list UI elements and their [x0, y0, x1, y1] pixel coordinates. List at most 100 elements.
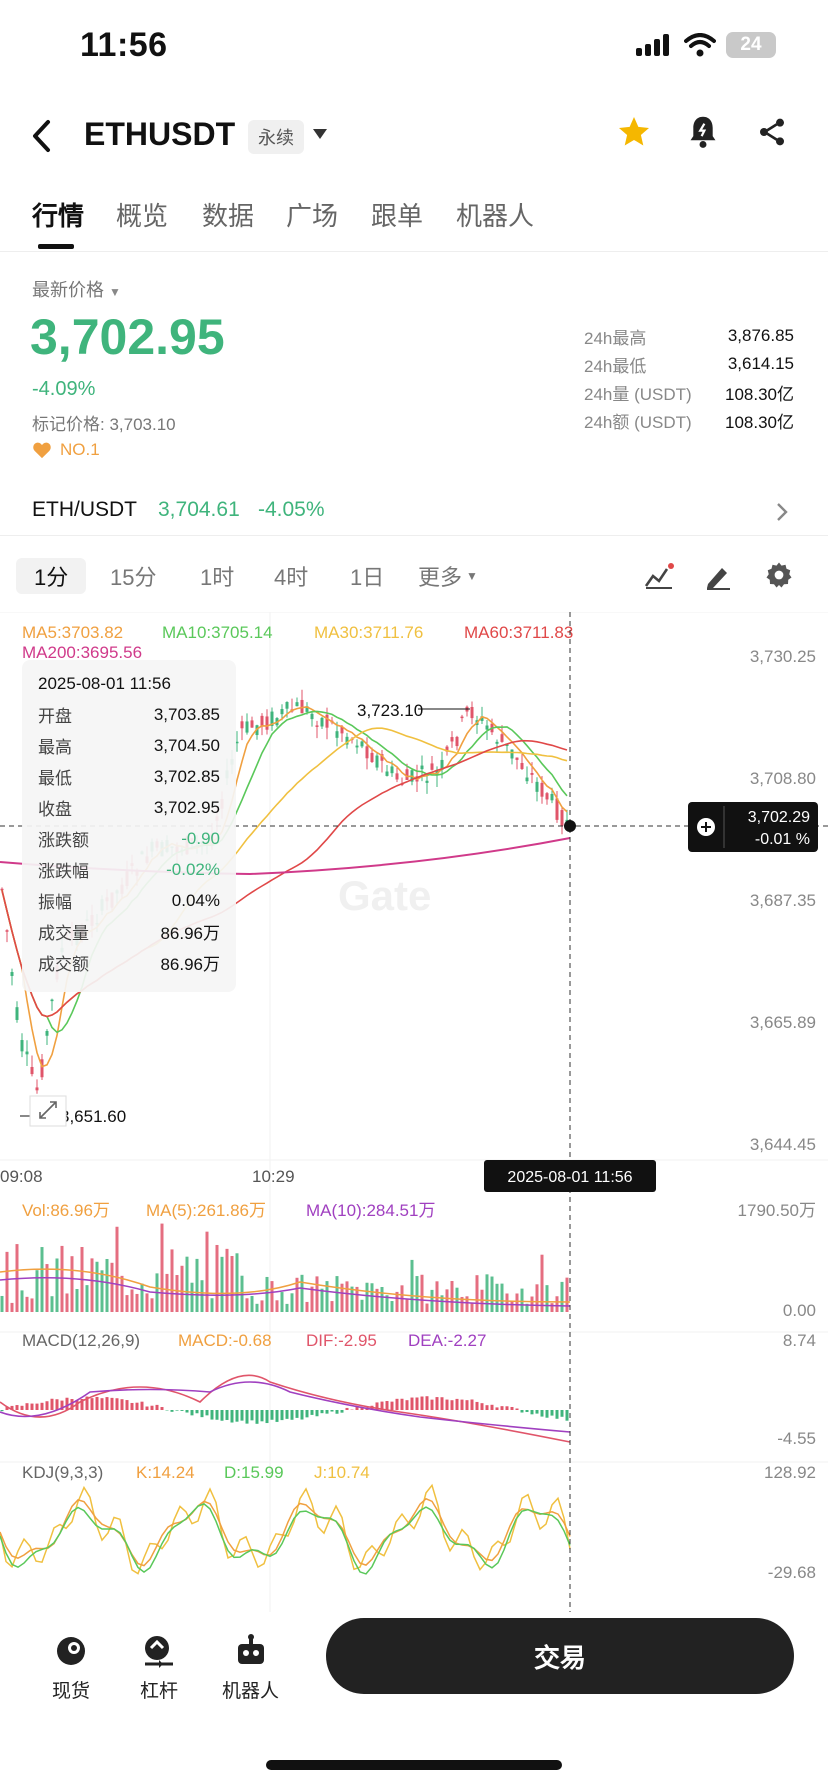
volume-bars	[0, 1223, 571, 1312]
tooltip-value: 3,703.85	[153, 704, 220, 724]
rank-badge[interactable]: NO.1	[32, 440, 100, 460]
macd-bar	[530, 1410, 534, 1415]
star-icon[interactable]	[616, 114, 652, 150]
price-alert-icon[interactable]	[686, 114, 720, 150]
volume-bar	[340, 1283, 344, 1312]
interval-1d[interactable]: 1日	[350, 565, 385, 590]
interval-more-label: 更多	[418, 565, 463, 590]
tooltip-key: 涨跌幅	[38, 862, 89, 881]
caret-down-icon[interactable]	[312, 128, 328, 140]
volume-bar	[245, 1298, 249, 1312]
candle-body	[320, 717, 324, 727]
price-axis-label: 3,687.35	[750, 891, 816, 910]
kline-chart[interactable]: Gate MA5:3703.82 MA10:3705.14 MA30:3711.…	[0, 611, 828, 1612]
back-arrow-icon[interactable]	[30, 118, 54, 154]
tab-market[interactable]: 行情	[32, 201, 85, 231]
volume-bar	[450, 1280, 454, 1312]
interval-4h[interactable]: 4时	[274, 565, 309, 590]
draw-tool-icon[interactable]	[704, 562, 732, 590]
volume-bar	[345, 1281, 349, 1312]
volume-bar	[555, 1296, 559, 1312]
settings-gear-icon[interactable]	[764, 560, 794, 590]
macd-bar	[275, 1410, 279, 1422]
crosshair-dot	[564, 820, 576, 832]
candle-body	[535, 781, 539, 792]
bottom-nav-margin[interactable]: 杠杆	[140, 1634, 178, 1703]
volume-bar	[440, 1295, 444, 1312]
macd-bar	[200, 1410, 204, 1418]
interval-1m[interactable]: 1分	[16, 558, 87, 594]
candle-body	[445, 746, 449, 752]
candle-body	[40, 1059, 44, 1078]
volume-bar	[95, 1261, 99, 1312]
tab-overview[interactable]: 概览	[116, 201, 169, 231]
tab-bot[interactable]: 机器人	[456, 201, 535, 231]
tooltip-value: -0.02%	[166, 859, 220, 879]
volume-bar	[505, 1293, 509, 1312]
macd-bar	[230, 1410, 234, 1423]
candle-body	[560, 810, 564, 826]
macd-dif-line	[0, 1374, 571, 1443]
volume-bar	[20, 1290, 24, 1312]
tab-data[interactable]: 数据	[202, 201, 255, 231]
volume-bar	[260, 1300, 264, 1312]
interval-more[interactable]: 更多 ▼	[418, 558, 478, 594]
watermark: Gate	[338, 872, 431, 919]
interval-1h[interactable]: 1时	[200, 565, 235, 590]
volume-bar	[525, 1303, 529, 1312]
kdj-d: D:15.99	[224, 1463, 284, 1482]
signal-icon	[636, 34, 669, 56]
spot-icon	[57, 1637, 85, 1665]
status-icons: 24	[636, 32, 776, 58]
tooltip-key: 最高	[38, 738, 72, 757]
crosshair-time-label	[484, 1160, 656, 1192]
tooltip-row: 振幅 0.04%	[38, 885, 220, 916]
trade-button[interactable]: 交易	[326, 1618, 794, 1694]
macd-bar	[320, 1410, 324, 1414]
tooltip-row: 成交额 86.96万	[38, 947, 220, 978]
current-price-marker[interactable]	[688, 802, 818, 852]
macd-bar	[440, 1397, 444, 1410]
share-icon[interactable]	[756, 116, 788, 148]
candle-body	[460, 716, 464, 719]
margin-icon	[145, 1636, 173, 1668]
macd-bar	[455, 1398, 459, 1410]
macd-bar	[10, 1405, 14, 1410]
tab-square[interactable]: 广场	[286, 201, 339, 231]
volume-bar	[300, 1274, 304, 1312]
interval-15m[interactable]: 15分	[110, 565, 157, 590]
kdj-label: KDJ(9,3,3)	[22, 1463, 103, 1482]
candle-body	[10, 972, 14, 976]
macd-bar	[510, 1406, 514, 1410]
candle-body	[20, 1040, 24, 1052]
macd-bar	[55, 1399, 59, 1410]
bottom-nav-label: 现货	[52, 1681, 91, 1702]
bottom-nav-bot[interactable]: 机器人	[222, 1634, 279, 1703]
bottom-nav-spot[interactable]: 现货	[52, 1634, 90, 1703]
kdj-d-line	[0, 1503, 571, 1575]
macd-bar	[480, 1403, 484, 1410]
tooltip-time-row: 2025-08-01 11:56	[38, 668, 220, 699]
macd-bar	[160, 1407, 164, 1410]
tooltip-key: 最低	[38, 769, 72, 788]
contract-type-tag[interactable]: 永续	[248, 120, 304, 154]
indicator-icon[interactable]	[644, 562, 674, 590]
macd-bar	[465, 1400, 469, 1410]
spot-pair-row[interactable]: ETH/USDT 3,704.61 -4.05%	[0, 488, 828, 536]
macd-bar	[555, 1410, 559, 1419]
tab-copy-trade[interactable]: 跟单	[371, 201, 424, 231]
macd-dif: DIF:-2.95	[306, 1331, 377, 1350]
stat-label: 24h最低	[584, 356, 647, 376]
macd-bar	[225, 1410, 229, 1420]
ma60-legend: MA60:3711.83	[464, 623, 573, 642]
stat-row: 24h量 (USDT) 108.30亿	[584, 378, 794, 406]
latest-price-label[interactable]: 最新价格 ▼	[32, 276, 121, 302]
pair-title[interactable]: ETHUSDT	[84, 116, 236, 152]
kline-chart-svg[interactable]: Gate MA5:3703.82 MA10:3705.14 MA30:3711.…	[0, 611, 828, 1612]
candle-body	[340, 726, 344, 734]
candle-body	[325, 714, 329, 728]
candle-body	[425, 780, 429, 783]
macd-bar	[100, 1398, 104, 1410]
macd-bar	[215, 1410, 219, 1420]
candle-body	[450, 737, 454, 742]
